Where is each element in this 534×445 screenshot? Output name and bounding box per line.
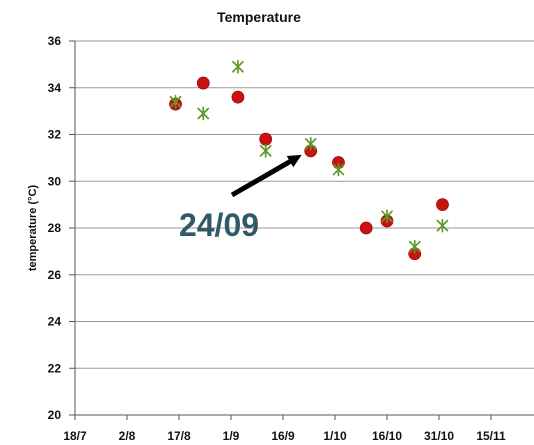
data-point-asterisk	[169, 94, 182, 109]
data-point-circle	[259, 132, 273, 146]
data-point-asterisk	[381, 209, 393, 224]
annotation-arrow	[230, 157, 295, 198]
x-tick-label: 1/9	[223, 429, 240, 443]
x-tick-label: 17/8	[167, 429, 191, 443]
y-tick-label: 30	[48, 174, 62, 188]
data-point-asterisk	[408, 239, 421, 254]
y-tick-label: 34	[48, 81, 62, 95]
x-tick-label: 16/9	[271, 429, 295, 443]
data-point-circle	[231, 90, 245, 104]
y-tick-label: 32	[48, 128, 62, 142]
x-tick-label: 2/8	[119, 429, 136, 443]
data-point-circle	[196, 76, 210, 90]
plot-area	[169, 59, 449, 261]
x-tick-label: 16/10	[372, 429, 402, 443]
data-point-asterisk	[436, 218, 449, 233]
chart-title: Temperature	[217, 9, 301, 25]
annotations: 24/09	[179, 154, 302, 243]
data-point-asterisk	[332, 162, 345, 177]
data-point-asterisk	[197, 106, 210, 121]
gridlines	[74, 40, 534, 416]
y-axis-label: temperature (°C)	[27, 185, 39, 272]
y-tick-label: 22	[48, 361, 62, 375]
data-point-circle	[359, 221, 373, 235]
data-point-asterisk	[232, 59, 244, 74]
x-axis-ticks: 18/7 2/8 17/8 1/9 16/9 1/10 16/10 31/10 15/11	[63, 415, 506, 443]
y-tick-label: 24	[48, 315, 62, 329]
x-tick-label: 31/10	[424, 429, 454, 443]
x-tick-label: 15/11	[476, 429, 506, 443]
annotation-arrowhead	[286, 154, 302, 168]
y-tick-label: 20	[48, 408, 62, 422]
y-tick-label: 28	[48, 221, 62, 235]
y-axis-ticks: 20 22 24 26 28 30 32 34 36	[48, 34, 75, 422]
data-point-circle	[436, 198, 449, 212]
data-point-asterisk	[304, 137, 317, 151]
y-tick-label: 26	[48, 268, 62, 282]
data-point-asterisk	[259, 144, 272, 158]
data-points	[169, 59, 449, 261]
annotation-label: 24/09	[179, 207, 259, 243]
x-tick-label: 1/10	[323, 429, 347, 443]
y-tick-label: 36	[48, 34, 62, 48]
x-tick-label: 18/7	[63, 429, 87, 443]
